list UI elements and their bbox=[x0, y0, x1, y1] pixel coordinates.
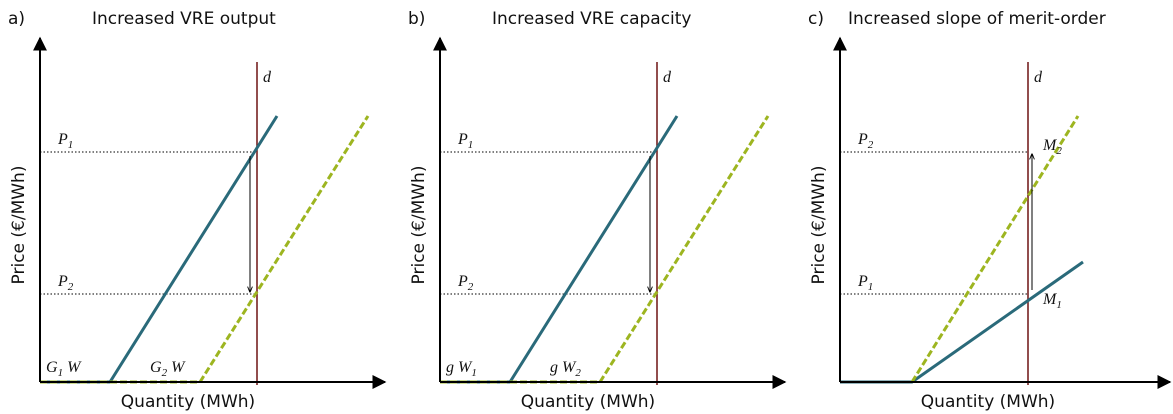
curve-label-sub: 2 bbox=[575, 367, 581, 379]
point-label-sub: 2 bbox=[1056, 145, 1062, 157]
curve-label-sub: 1 bbox=[58, 367, 64, 379]
supply-curve-before bbox=[40, 115, 279, 384]
price-label-main: P bbox=[457, 131, 468, 148]
price-label-sub: 2 bbox=[468, 281, 474, 293]
curve-label-sub: 2 bbox=[162, 367, 168, 379]
demand-label: d bbox=[263, 69, 272, 86]
panel-title: Increased VRE capacity bbox=[492, 9, 692, 29]
y-axis-label: Price (€/MWh) bbox=[809, 166, 829, 285]
price-label: P1 bbox=[57, 131, 73, 151]
curve-label-main: g W bbox=[446, 359, 473, 376]
point-label-sub: 1 bbox=[1056, 299, 1062, 311]
point-label-main: M bbox=[1042, 137, 1058, 154]
curve-label-main: g W bbox=[550, 359, 577, 376]
curve-label: G2 W bbox=[150, 359, 186, 379]
price-label-main: P bbox=[857, 273, 868, 290]
curve-label-main: G bbox=[150, 359, 162, 376]
x-axis-label: Quantity (MWh) bbox=[921, 392, 1055, 412]
curve-label: G1 W bbox=[46, 359, 82, 379]
panel-label: b) bbox=[408, 9, 425, 29]
curve-label-sub: 1 bbox=[471, 367, 477, 379]
demand-label: d bbox=[663, 69, 672, 86]
curve-label: g W2 bbox=[550, 359, 581, 379]
panel-label: a) bbox=[8, 9, 25, 29]
panel-title: Increased VRE output bbox=[92, 9, 276, 29]
price-label: P2 bbox=[57, 273, 74, 293]
price-label-sub: 2 bbox=[868, 139, 874, 151]
price-label: P1 bbox=[857, 273, 873, 293]
panel-label: c) bbox=[808, 9, 824, 29]
price-label-sub: 2 bbox=[68, 281, 74, 293]
x-axis-label: Quantity (MWh) bbox=[521, 392, 655, 412]
price-label-main: P bbox=[57, 131, 68, 148]
supply-curve-after bbox=[440, 115, 770, 384]
demand-label: d bbox=[1034, 69, 1043, 86]
point-label: M1 bbox=[1042, 291, 1062, 311]
curve-label-after: W bbox=[167, 359, 186, 376]
y-axis-label: Price (€/MWh) bbox=[9, 166, 29, 285]
curve-label-after: W bbox=[63, 359, 82, 376]
panel-title: Increased slope of merit-order bbox=[848, 9, 1106, 29]
supply-curve-before bbox=[440, 115, 679, 384]
price-label-sub: 1 bbox=[868, 281, 874, 293]
price-label-main: P bbox=[457, 273, 468, 290]
curve-label: g W1 bbox=[446, 359, 477, 379]
price-label-sub: 1 bbox=[68, 139, 74, 151]
x-axis-label: Quantity (MWh) bbox=[121, 392, 255, 412]
price-label: P2 bbox=[857, 131, 874, 151]
price-label-sub: 1 bbox=[468, 139, 474, 151]
curve-label-main: G bbox=[46, 359, 58, 376]
point-label: M2 bbox=[1042, 137, 1062, 157]
point-label-main: M bbox=[1042, 291, 1058, 308]
price-label-main: P bbox=[857, 131, 868, 148]
price-label: P2 bbox=[457, 273, 474, 293]
supply-curve-after bbox=[40, 115, 370, 384]
y-axis-label: Price (€/MWh) bbox=[409, 166, 429, 285]
supply-curve-before bbox=[840, 260, 1084, 384]
price-label: P1 bbox=[457, 131, 473, 151]
price-label-main: P bbox=[57, 273, 68, 290]
supply-curve-after bbox=[910, 115, 1080, 383]
